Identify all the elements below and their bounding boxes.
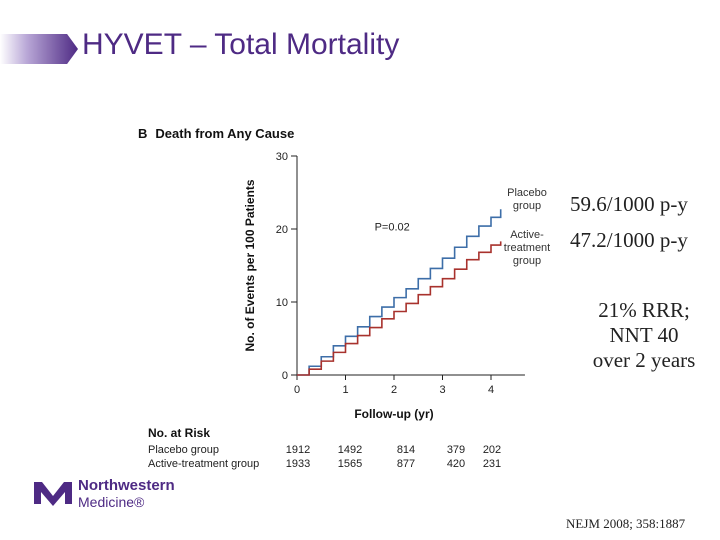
logo-line1: Northwestern	[78, 477, 175, 494]
y-tick-label: 10	[276, 297, 288, 309]
active-series-label: treatment	[504, 242, 550, 254]
duration-line: over 2 years	[592, 348, 696, 372]
risk-value: 1933	[285, 458, 311, 470]
slide-title: HYVET – Total Mortality	[82, 28, 400, 61]
x-tick-label: 4	[488, 384, 494, 396]
rrr-line: 21% RRR;	[598, 298, 690, 322]
risk-row-label-placebo: Placebo group	[148, 444, 219, 456]
citation: NEJM 2008; 358:1887	[566, 516, 686, 531]
northwestern-m-icon	[34, 482, 72, 506]
nnt-line: NNT 40	[609, 323, 679, 347]
chart-title: B Death from Any Cause	[138, 126, 294, 141]
x-axis-label: Follow-up (yr)	[354, 407, 433, 421]
x-tick-label: 0	[294, 384, 300, 396]
risk-value: 1492	[337, 444, 363, 456]
risk-row-label-active: Active-treatment group	[148, 458, 260, 470]
p-value-annotation: P=0.02	[375, 221, 410, 233]
y-tick-label: 20	[276, 224, 288, 236]
x-tick-label: 3	[439, 384, 445, 396]
rrr-text: 21% RRR; NNT 40 over 2 years	[574, 298, 714, 373]
active-rate-text: 47.2/1000 p-y	[570, 228, 688, 252]
logo-line2: Medicine®	[78, 494, 145, 510]
y-tick-label: 30	[276, 151, 288, 163]
placebo-series-label: group	[513, 200, 541, 212]
risk-value: 379	[446, 444, 466, 456]
title-accent-bar	[0, 34, 78, 64]
y-tick-label: 0	[282, 370, 288, 382]
risk-value: 202	[482, 444, 502, 456]
placebo-series-line	[297, 209, 502, 376]
risk-value: 1565	[337, 458, 363, 470]
x-tick-label: 2	[391, 384, 397, 396]
risk-table-title: No. at Risk	[148, 426, 211, 440]
active-series-label: group	[513, 255, 541, 267]
risk-value: 1912	[285, 444, 311, 456]
placebo-series-label: Placebo	[507, 187, 547, 199]
risk-value: 231	[482, 458, 502, 470]
risk-value: 877	[396, 458, 416, 470]
active-series-line	[297, 241, 502, 376]
y-axis-label: No. of Events per 100 Patients	[243, 179, 257, 351]
risk-value: 814	[396, 444, 416, 456]
panel-letter: B	[138, 126, 148, 141]
x-tick-label: 1	[342, 384, 348, 396]
risk-value: 420	[446, 458, 466, 470]
logo-text: Northwestern Medicine®	[78, 477, 175, 511]
placebo-rate-text: 59.6/1000 p-y	[570, 192, 688, 216]
chart-title-text: Death from Any Cause	[155, 126, 295, 141]
active-series-label: Active-	[510, 229, 544, 241]
